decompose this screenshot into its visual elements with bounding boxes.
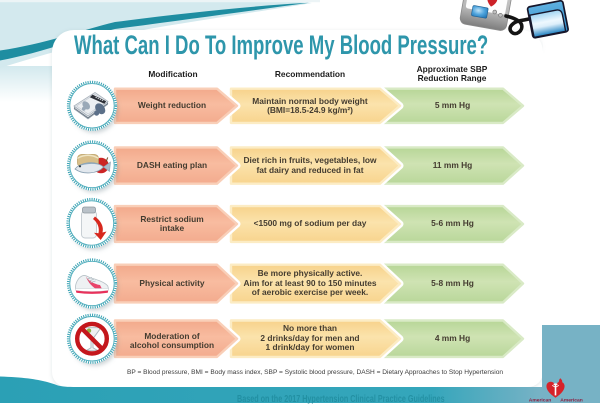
svg-text:American: American	[529, 398, 552, 403]
svg-text:American: American	[560, 398, 583, 403]
